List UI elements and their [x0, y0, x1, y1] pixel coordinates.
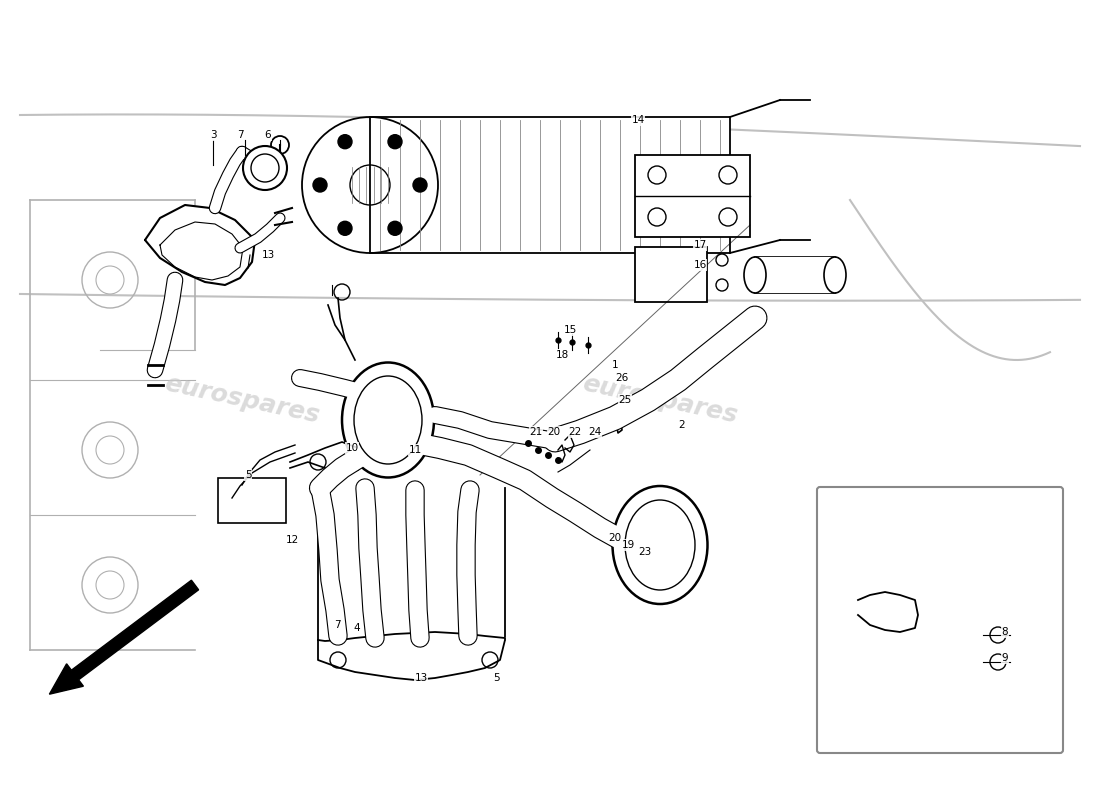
Circle shape [388, 134, 401, 149]
Text: 21: 21 [529, 427, 542, 437]
Text: 25: 25 [618, 395, 631, 405]
Polygon shape [858, 592, 918, 632]
Text: 13: 13 [262, 250, 275, 260]
Text: 6: 6 [265, 130, 272, 140]
Circle shape [314, 178, 327, 192]
Ellipse shape [342, 362, 435, 478]
Text: 1: 1 [612, 360, 618, 370]
Circle shape [338, 134, 352, 149]
Bar [635, 155, 750, 237]
Bar [755, 257, 835, 293]
Text: 20: 20 [608, 533, 622, 543]
Text: 13: 13 [415, 673, 428, 683]
Bar [218, 478, 286, 523]
Text: 20: 20 [548, 427, 561, 437]
Text: 2: 2 [679, 420, 685, 430]
Text: 10: 10 [345, 443, 359, 453]
Bar [635, 247, 707, 302]
Text: eurospares: eurospares [580, 372, 740, 428]
FancyArrow shape [50, 580, 199, 694]
Text: 14: 14 [631, 115, 645, 125]
Bar [370, 117, 730, 253]
Text: 11: 11 [408, 445, 421, 455]
Text: 15: 15 [563, 325, 576, 335]
Text: 22: 22 [569, 427, 582, 437]
Text: 4: 4 [354, 623, 361, 633]
Circle shape [243, 146, 287, 190]
Ellipse shape [613, 486, 707, 604]
Text: 18: 18 [556, 350, 569, 360]
Polygon shape [318, 632, 505, 680]
Text: 8: 8 [1002, 627, 1009, 637]
Text: 17: 17 [693, 240, 706, 250]
Text: 9: 9 [1002, 653, 1009, 663]
Text: 19: 19 [621, 540, 635, 550]
Text: 26: 26 [615, 373, 628, 383]
Circle shape [388, 222, 401, 235]
Text: eurospares: eurospares [162, 372, 322, 428]
Circle shape [338, 222, 352, 235]
Text: 7: 7 [236, 130, 243, 140]
Text: 24: 24 [588, 427, 602, 437]
Text: 3: 3 [210, 130, 217, 140]
Text: 5: 5 [244, 470, 251, 480]
Text: 12: 12 [285, 535, 298, 545]
Text: 7: 7 [333, 620, 340, 630]
Polygon shape [145, 205, 255, 285]
Text: 23: 23 [638, 547, 651, 557]
Circle shape [412, 178, 427, 192]
Text: 16: 16 [693, 260, 706, 270]
Text: 5: 5 [494, 673, 501, 683]
FancyBboxPatch shape [817, 487, 1063, 753]
